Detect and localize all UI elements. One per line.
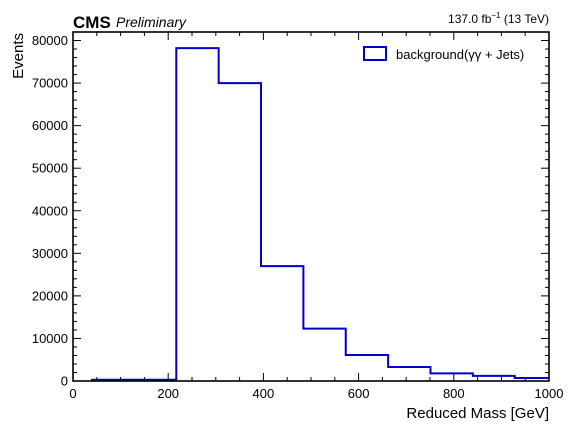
histogram-bin bbox=[346, 355, 388, 381]
histogram-bin bbox=[176, 48, 218, 381]
x-tick-label: 0 bbox=[69, 386, 76, 401]
x-tick-label: 400 bbox=[253, 386, 275, 401]
energy-label: (13 TeV) bbox=[501, 12, 549, 26]
histogram-bin bbox=[303, 329, 345, 381]
y-tick-label: 20000 bbox=[32, 288, 68, 303]
legend-label: background(γγ + Jets) bbox=[396, 47, 524, 62]
y-tick-label: 30000 bbox=[32, 246, 68, 261]
lumi-value: 137.0 fb bbox=[448, 12, 492, 26]
experiment-label: CMS bbox=[73, 13, 111, 32]
x-tick-label: 800 bbox=[443, 386, 465, 401]
lumi-exponent: −1 bbox=[491, 11, 501, 20]
histogram-bin bbox=[388, 367, 430, 381]
legend-swatch bbox=[363, 46, 387, 61]
x-axis-title: Reduced Mass [GeV] bbox=[406, 405, 549, 422]
y-tick-label: 0 bbox=[61, 374, 68, 389]
histogram-series bbox=[91, 47, 549, 381]
histogram-bin bbox=[219, 83, 261, 381]
x-tick-label: 600 bbox=[348, 386, 370, 401]
histogram-step-line bbox=[91, 47, 549, 381]
histogram-bin bbox=[430, 373, 472, 381]
status-label: Preliminary bbox=[116, 14, 187, 30]
y-axis-title: Events bbox=[10, 33, 27, 79]
tick-labels: 0 200 400 600 800 100001000020000300004000050… bbox=[32, 33, 564, 401]
histogram-bin bbox=[261, 266, 303, 381]
lumi-label: 137.0 fb−1 (13 TeV) bbox=[448, 11, 549, 26]
y-tick-label: 80000 bbox=[32, 33, 68, 48]
plot-frame bbox=[72, 31, 550, 382]
y-tick-label: 70000 bbox=[32, 76, 68, 91]
y-tick-label: 10000 bbox=[32, 331, 68, 346]
y-tick-label: 40000 bbox=[32, 203, 68, 218]
y-tick-label: 60000 bbox=[32, 118, 68, 133]
x-tick-label: 200 bbox=[157, 386, 179, 401]
x-tick-label: 1000 bbox=[535, 386, 564, 401]
legend: background(γγ + Jets) bbox=[363, 46, 524, 62]
y-tick-label: 50000 bbox=[32, 161, 68, 176]
